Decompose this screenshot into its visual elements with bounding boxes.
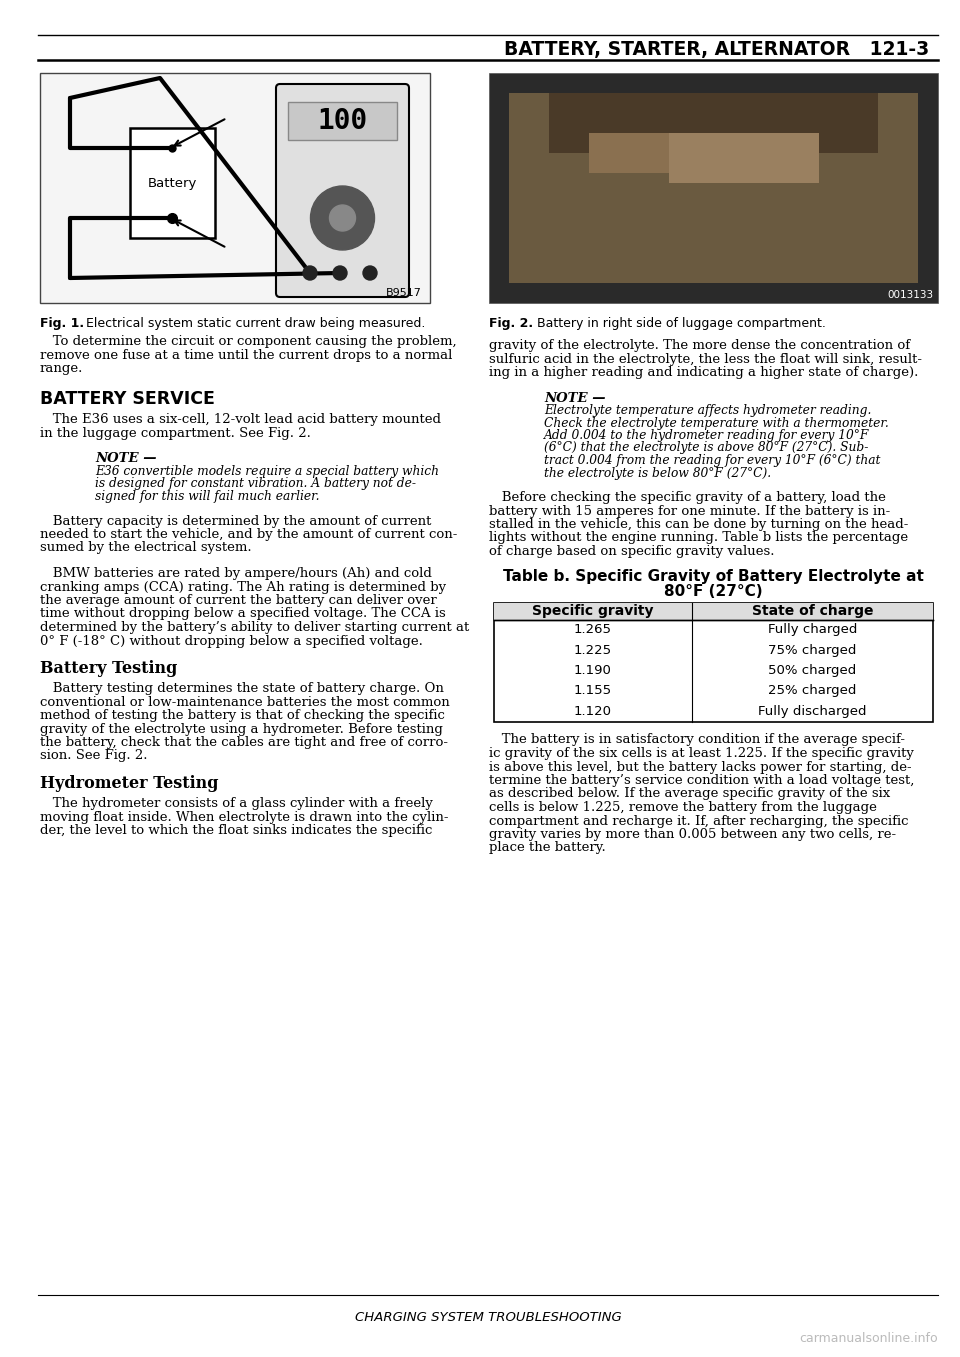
Text: 80°F (27°C): 80°F (27°C): [664, 585, 763, 600]
Text: cells is below 1.225, remove the battery from the luggage: cells is below 1.225, remove the battery…: [489, 801, 876, 814]
Text: determined by the battery’s ability to deliver starting current at: determined by the battery’s ability to d…: [40, 622, 469, 634]
Text: 0° F (-18° C) without dropping below a specified voltage.: 0° F (-18° C) without dropping below a s…: [40, 635, 422, 647]
Text: place the battery.: place the battery.: [489, 841, 606, 855]
Text: Battery Testing: Battery Testing: [40, 660, 178, 677]
Text: Fully discharged: Fully discharged: [758, 704, 867, 718]
Text: (6°C) that the electrolyte is above 80°F (27°C). Sub-: (6°C) that the electrolyte is above 80°F…: [544, 441, 869, 455]
Text: Fully charged: Fully charged: [768, 623, 857, 636]
Text: carmanualsonline.info: carmanualsonline.info: [800, 1333, 938, 1345]
Circle shape: [333, 266, 347, 280]
Bar: [130, 128, 215, 237]
Text: the average amount of current the battery can deliver over: the average amount of current the batter…: [40, 594, 437, 607]
Text: Add 0.004 to the hydrometer reading for every 10°F: Add 0.004 to the hydrometer reading for …: [544, 429, 870, 442]
Text: State of charge: State of charge: [752, 604, 873, 617]
Text: sulfuric acid in the electrolyte, the less the float will sink, result-: sulfuric acid in the electrolyte, the le…: [489, 353, 922, 365]
Text: Battery: Battery: [148, 176, 197, 190]
Text: 1.190: 1.190: [574, 664, 612, 677]
Text: Hydrometer Testing: Hydrometer Testing: [40, 775, 219, 792]
Text: as described below. If the average specific gravity of the six: as described below. If the average speci…: [489, 787, 890, 801]
Bar: [489, 73, 938, 303]
Text: ing in a higher reading and indicating a higher state of charge).: ing in a higher reading and indicating a…: [489, 366, 919, 379]
Text: CHARGING SYSTEM TROUBLESHOOTING: CHARGING SYSTEM TROUBLESHOOTING: [354, 1311, 621, 1324]
Bar: [494, 603, 933, 620]
Text: sumed by the electrical system.: sumed by the electrical system.: [40, 541, 252, 555]
Text: 50% charged: 50% charged: [768, 664, 856, 677]
Bar: [589, 133, 689, 172]
Text: Before checking the specific gravity of a battery, load the: Before checking the specific gravity of …: [489, 491, 886, 503]
Text: E36 convertible models require a special battery which: E36 convertible models require a special…: [95, 465, 439, 478]
Text: Specific gravity: Specific gravity: [532, 604, 654, 617]
Text: ic gravity of the six cells is at least 1.225. If the specific gravity: ic gravity of the six cells is at least …: [489, 746, 914, 760]
Text: in the luggage compartment. See Fig. 2.: in the luggage compartment. See Fig. 2.: [40, 427, 311, 440]
Text: is designed for constant vibration. A battery not de-: is designed for constant vibration. A ba…: [95, 478, 416, 490]
Bar: [288, 102, 397, 140]
Text: Battery testing determines the state of battery charge. On: Battery testing determines the state of …: [40, 683, 444, 695]
Text: Electrolyte temperature affects hydrometer reading.: Electrolyte temperature affects hydromet…: [544, 404, 872, 417]
Text: sion. See Fig. 2.: sion. See Fig. 2.: [40, 749, 148, 763]
Bar: [669, 133, 819, 183]
Text: 1.225: 1.225: [574, 643, 612, 657]
Text: needed to start the vehicle, and by the amount of current con-: needed to start the vehicle, and by the …: [40, 528, 457, 541]
Text: tract 0.004 from the reading for every 10°F (6°C) that: tract 0.004 from the reading for every 1…: [544, 455, 880, 467]
Circle shape: [329, 205, 355, 231]
Text: 1.120: 1.120: [574, 704, 612, 718]
Text: the electrolyte is below 80°F (27°C).: the electrolyte is below 80°F (27°C).: [544, 467, 771, 479]
Text: compartment and recharge it. If, after recharging, the specific: compartment and recharge it. If, after r…: [489, 814, 908, 828]
Text: NOTE —: NOTE —: [95, 452, 156, 465]
Text: of charge based on specific gravity values.: of charge based on specific gravity valu…: [489, 546, 775, 558]
Text: BMW batteries are rated by ampere/hours (Ah) and cold: BMW batteries are rated by ampere/hours …: [40, 567, 432, 579]
Bar: [494, 603, 933, 722]
Text: battery with 15 amperes for one minute. If the battery is in-: battery with 15 amperes for one minute. …: [489, 505, 890, 517]
Text: remove one fuse at a time until the current drops to a normal: remove one fuse at a time until the curr…: [40, 349, 452, 361]
Text: 100: 100: [318, 107, 368, 134]
FancyBboxPatch shape: [276, 84, 409, 297]
Text: lights without the engine running. Table b lists the percentage: lights without the engine running. Table…: [489, 532, 908, 544]
Bar: [549, 94, 878, 153]
Text: termine the battery’s service condition with a load voltage test,: termine the battery’s service condition …: [489, 773, 914, 787]
Text: der, the level to which the float sinks indicates the specific: der, the level to which the float sinks …: [40, 824, 432, 837]
Text: gravity varies by more than 0.005 between any two cells, re-: gravity varies by more than 0.005 betwee…: [489, 828, 896, 841]
Text: 0013133: 0013133: [887, 290, 933, 300]
Text: stalled in the vehicle, this can be done by turning on the head-: stalled in the vehicle, this can be done…: [489, 518, 908, 531]
Text: moving float inside. When electrolyte is drawn into the cylin-: moving float inside. When electrolyte is…: [40, 810, 448, 824]
Text: The E36 uses a six-cell, 12-volt lead acid battery mounted: The E36 uses a six-cell, 12-volt lead ac…: [40, 414, 441, 426]
Text: 1.155: 1.155: [574, 684, 612, 697]
Text: 75% charged: 75% charged: [768, 643, 856, 657]
Text: gravity of the electrolyte. The more dense the concentration of: gravity of the electrolyte. The more den…: [489, 339, 910, 351]
Circle shape: [363, 266, 377, 280]
Text: The hydrometer consists of a glass cylinder with a freely: The hydrometer consists of a glass cylin…: [40, 797, 433, 810]
Text: BATTERY SERVICE: BATTERY SERVICE: [40, 389, 215, 407]
Text: cranking amps (CCA) rating. The Ah rating is determined by: cranking amps (CCA) rating. The Ah ratin…: [40, 581, 446, 593]
Circle shape: [303, 266, 317, 280]
Text: B9517: B9517: [386, 288, 422, 299]
Text: the battery, check that the cables are tight and free of corro-: the battery, check that the cables are t…: [40, 735, 448, 749]
Text: BATTERY, STARTER, ALTERNATOR   121-3: BATTERY, STARTER, ALTERNATOR 121-3: [504, 41, 929, 60]
Text: To determine the circuit or component causing the problem,: To determine the circuit or component ca…: [40, 335, 457, 347]
Circle shape: [310, 186, 374, 250]
Text: 1.265: 1.265: [574, 623, 612, 636]
Text: Battery capacity is determined by the amount of current: Battery capacity is determined by the am…: [40, 514, 431, 528]
Text: 25% charged: 25% charged: [768, 684, 856, 697]
Text: Table b. Specific Gravity of Battery Electrolyte at: Table b. Specific Gravity of Battery Ele…: [503, 569, 924, 584]
Text: conventional or low-maintenance batteries the most common: conventional or low-maintenance batterie…: [40, 696, 449, 708]
Text: gravity of the electrolyte using a hydrometer. Before testing: gravity of the electrolyte using a hydro…: [40, 722, 443, 735]
Bar: [509, 94, 918, 284]
Text: Fig. 2.: Fig. 2.: [489, 318, 533, 330]
Text: method of testing the battery is that of checking the specific: method of testing the battery is that of…: [40, 708, 444, 722]
Text: Check the electrolyte temperature with a thermometer.: Check the electrolyte temperature with a…: [544, 417, 889, 430]
Text: NOTE —: NOTE —: [544, 392, 606, 404]
Text: Fig. 1.: Fig. 1.: [40, 318, 84, 330]
Text: time without dropping below a specified voltage. The CCA is: time without dropping below a specified …: [40, 608, 445, 620]
Bar: [40, 73, 430, 303]
Text: signed for this will fail much earlier.: signed for this will fail much earlier.: [95, 490, 320, 503]
Text: Battery in right side of luggage compartment.: Battery in right side of luggage compart…: [529, 318, 826, 330]
Text: is above this level, but the battery lacks power for starting, de-: is above this level, but the battery lac…: [489, 760, 912, 773]
Text: Electrical system static current draw being measured.: Electrical system static current draw be…: [78, 318, 425, 330]
Text: The battery is in satisfactory condition if the average specif-: The battery is in satisfactory condition…: [489, 734, 905, 746]
Text: range.: range.: [40, 362, 84, 375]
